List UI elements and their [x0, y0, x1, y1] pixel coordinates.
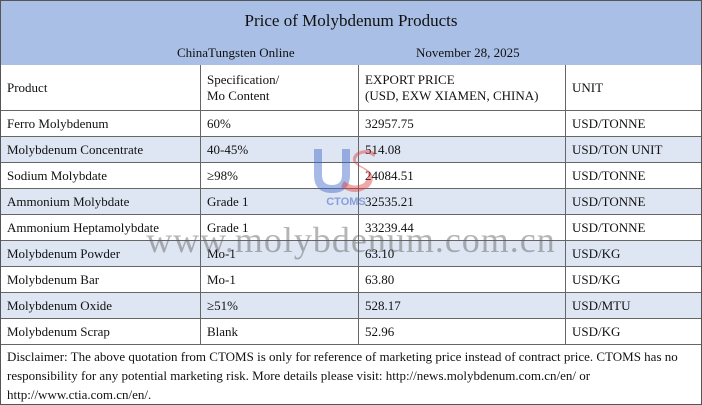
- table-cell: 52.96: [359, 319, 566, 345]
- table-cell: USD/TON UNIT: [566, 137, 701, 163]
- table-cell: Ammonium Molybdate: [1, 189, 201, 215]
- table-cell: ≥98%: [201, 163, 359, 189]
- column-header: Product: [1, 65, 201, 111]
- header-line: (USD, EXW XIAMEN, CHINA): [365, 87, 539, 103]
- table-cell: Sodium Molybdate: [1, 163, 201, 189]
- table-cell: 24084.51: [359, 163, 566, 189]
- source: ChinaTungsten Online: [177, 45, 295, 60]
- column-header: Specification/Mo Content: [201, 65, 359, 111]
- table-cell: Grade 1: [201, 215, 359, 241]
- table-cell: USD/KG: [566, 241, 701, 267]
- logo-text: CTOMS: [326, 196, 366, 208]
- header-line: UNIT: [572, 79, 604, 95]
- table-cell: 60%: [201, 111, 359, 137]
- table-cell: Molybdenum Oxide: [1, 293, 201, 319]
- table-cell: 32535.21: [359, 189, 566, 215]
- table-cell: USD/KG: [566, 267, 701, 293]
- header-line: Mo Content: [207, 87, 270, 103]
- table-cell: 33239.44: [359, 215, 566, 241]
- table-cell: Blank: [201, 319, 359, 345]
- table-cell: Mo-1: [201, 241, 359, 267]
- disclaimer: Disclaimer: The above quotation from CTO…: [7, 349, 678, 402]
- date: November 28, 2025: [416, 45, 520, 60]
- header-line: Product: [7, 79, 48, 95]
- table-cell: Molybdenum Scrap: [1, 319, 201, 345]
- table-cell: 528.17: [359, 293, 566, 319]
- logo: CTOMS: [314, 149, 376, 208]
- table-cell: 32957.75: [359, 111, 566, 137]
- table-cell: Molybdenum Concentrate: [1, 137, 201, 163]
- title: Price of Molybdenum Products: [1, 1, 701, 40]
- table-cell: USD/TONNE: [566, 163, 701, 189]
- table-cell: 40-45%: [201, 137, 359, 163]
- table-cell: 514.08: [359, 137, 566, 163]
- column-header: UNIT: [566, 65, 701, 111]
- table-cell: USD/KG: [566, 319, 701, 345]
- table-cell: Ferro Molybdenum: [1, 111, 201, 137]
- table-cell: Ammonium Heptamolybdate: [1, 215, 201, 241]
- header-line: EXPORT PRICE: [365, 71, 455, 87]
- subtitle-bar: ChinaTungsten Online November 28, 2025: [1, 39, 701, 66]
- table-cell: 63.10: [359, 241, 566, 267]
- table-cell: USD/MTU: [566, 293, 701, 319]
- table-cell: USD/TONNE: [566, 111, 701, 137]
- table-cell: Grade 1: [201, 189, 359, 215]
- header-line: Specification/: [207, 71, 280, 87]
- table-cell: USD/TONNE: [566, 189, 701, 215]
- table-cell: Molybdenum Powder: [1, 241, 201, 267]
- column-header: EXPORT PRICE (USD, EXW XIAMEN, CHINA): [359, 65, 566, 111]
- table-cell: Molybdenum Bar: [1, 267, 201, 293]
- table-cell: USD/TONNE: [566, 215, 701, 241]
- table-cell: Mo-1: [201, 267, 359, 293]
- table-cell: 63.80: [359, 267, 566, 293]
- table-cell: ≥51%: [201, 293, 359, 319]
